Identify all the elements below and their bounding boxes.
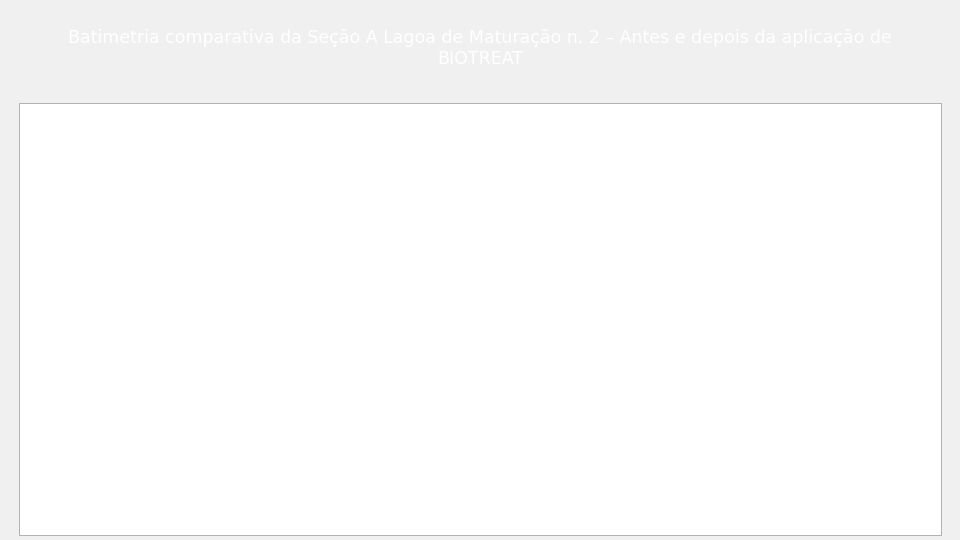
Legend: Seção A (Inicial), Seção A (Final), Altura Lâmina Água: Seção A (Inicial), Seção A (Final), Altu… — [200, 138, 549, 158]
X-axis label: Extensão da Lagoa (m): Extensão da Lagoa (m) — [496, 514, 617, 524]
Text: Batimetria comparativa da Seção A Lagoa de Maturação n. 2 – Antes e depois da ap: Batimetria comparativa da Seção A Lagoa … — [68, 29, 892, 68]
Y-axis label: Altura do Lodo (cm): Altura do Lodo (cm) — [146, 256, 156, 360]
Title: Batimetria da Lagoa da ETE Ribeirão Vermelho - Lavras /MG: Batimetria da Lagoa da ETE Ribeirão Verm… — [379, 106, 734, 119]
